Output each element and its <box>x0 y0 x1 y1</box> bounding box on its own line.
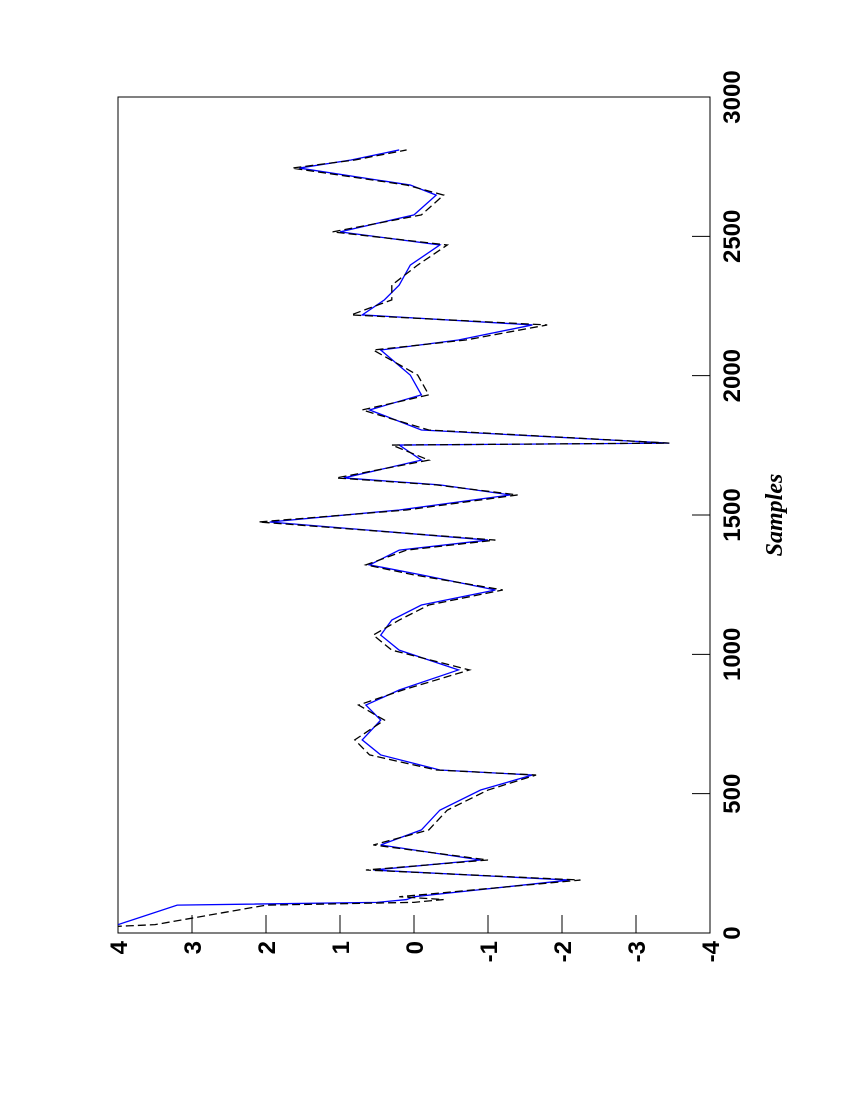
x-tick-label: 2500 <box>719 210 746 263</box>
data-line <box>118 149 670 933</box>
plot-frame <box>117 96 711 934</box>
y-tick-label: 2 <box>254 941 281 954</box>
y-tick-label: 3 <box>180 941 207 954</box>
y-tick-label: 1 <box>328 941 355 954</box>
x-tick-label: 1500 <box>719 488 746 541</box>
x-tick-label: 1000 <box>719 628 746 681</box>
x-tick-label: 500 <box>719 774 746 814</box>
y-tick-label: -1 <box>476 941 503 962</box>
x-axis-title: Samples <box>762 474 788 557</box>
y-tick-label: -4 <box>698 940 725 962</box>
y-tick-label: 4 <box>106 940 133 954</box>
x-tick-label: 2000 <box>719 349 746 402</box>
y-tick-label: -2 <box>550 941 577 962</box>
rotated-chart: Samples 0 500 1000 1500 2000 2500 3000 -4 -3 -2 -1… <box>106 70 788 962</box>
x-tick-label: 0 <box>719 926 746 939</box>
data-line <box>118 149 670 933</box>
y-tick-label: 0 <box>402 941 429 954</box>
plot-area <box>118 149 670 933</box>
x-tick-label: 3000 <box>719 70 746 123</box>
y-tick-label: -3 <box>624 941 651 962</box>
